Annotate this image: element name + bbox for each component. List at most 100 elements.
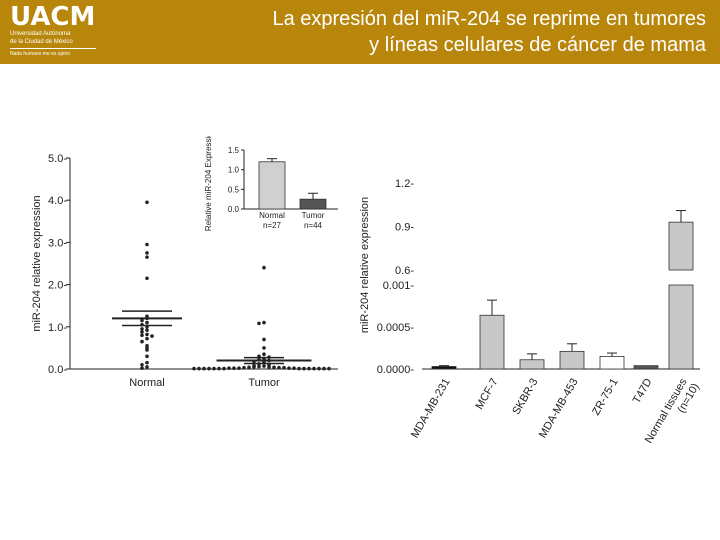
inset-y-tick-label: 1.0 [228, 166, 240, 175]
data-point [140, 333, 144, 338]
slide-title-line-1: La expresión del miR-204 se reprime en t… [272, 8, 706, 30]
data-point [202, 366, 206, 371]
data-point [307, 366, 311, 371]
inset-y-tick-label: 1.5 [228, 146, 240, 155]
data-point [227, 366, 231, 370]
y-tick-label-upper: 1.2- [395, 178, 414, 190]
data-point [140, 330, 144, 334]
y-tick-label: 1.0- [48, 322, 67, 334]
slide-title: La expresión del miR-204 se reprime en t… [146, 6, 706, 58]
y-tick-label-lower: 0.001- [383, 280, 415, 292]
data-point [257, 321, 261, 326]
inset-bar-chart: 0.0 0.5 1.0 1.5 Relative miR-204 Expression N… [204, 136, 338, 231]
inset-category-count: n=27 [263, 221, 282, 230]
x-category-label: T47D [631, 376, 655, 405]
x-category-label: Tumor [248, 377, 280, 389]
inset-bar [258, 161, 286, 210]
inset-category-label: Tumor [302, 211, 325, 220]
y-tick-label-upper: 0.6- [395, 265, 414, 277]
data-point [262, 352, 266, 357]
data-point [140, 327, 144, 331]
logo-name: UACM [10, 2, 96, 32]
bar-chart-cell-lines: 0.0000- 0.0005- 0.001- 0.6- 0.9- 1.2- miR-204 … [359, 178, 702, 446]
data-point [282, 365, 286, 370]
y-tick-label: 0.0- [48, 364, 67, 376]
data-point [242, 365, 246, 370]
x-category-label: Normal [129, 377, 164, 389]
inset-y-tick-label: 0.5 [228, 185, 240, 194]
header-bar: UACM Universidad Autónoma de la Ciudad d… [0, 0, 720, 64]
data-point [262, 346, 266, 350]
x-category-label-line-1: SKBR-3 [510, 377, 540, 417]
inset-category-count: n=44 [304, 221, 323, 230]
inset-bar [299, 198, 327, 210]
y-axis-label: miR-204 relative expression [359, 197, 371, 333]
logo-motto: Nada humano me es ajeno [10, 51, 71, 57]
data-point [207, 366, 211, 371]
x-category-label: MDA-MB-231 [409, 377, 453, 441]
logo-divider [10, 48, 96, 49]
data-point [232, 366, 236, 370]
data-point [277, 365, 281, 370]
data-point [150, 334, 154, 338]
x-category-label-line-1: T47D [631, 376, 655, 405]
y-tick-label: 2.0- [48, 280, 67, 292]
data-point [140, 318, 144, 323]
data-point [145, 336, 149, 341]
x-category-label-line-1: MCF-7 [473, 377, 500, 412]
bar [479, 314, 505, 370]
data-point [257, 364, 261, 369]
data-point [145, 251, 149, 255]
uacm-logo: UACM Universidad Autónoma de la Ciudad d… [10, 4, 120, 60]
logo-subtitle-1: Universidad Autónoma [10, 31, 71, 37]
slide-title-line-2: y líneas celulares de cáncer de mama [369, 34, 706, 56]
data-point [145, 328, 149, 332]
data-point [237, 366, 241, 370]
data-point [262, 265, 266, 270]
y-tick-label: 5.0- [48, 153, 67, 165]
data-point [192, 366, 196, 371]
data-point [145, 200, 149, 205]
y-tick-label: 4.0- [48, 195, 67, 207]
data-point [247, 365, 251, 370]
inset-category-label: Normal [259, 211, 285, 220]
data-point [292, 366, 296, 370]
data-point [140, 339, 144, 344]
inset-y-tick-label: 0.0 [228, 205, 240, 214]
x-category-label: MCF-7 [473, 377, 500, 412]
inset-y-axis-label: Relative miR-204 Expression [204, 136, 213, 231]
x-category-label-line-1: MDA-MB-453 [537, 377, 581, 441]
bar [519, 359, 545, 370]
data-point [145, 276, 149, 281]
data-point [145, 365, 149, 369]
y-axis-label: miR-204 relative expression [31, 195, 43, 331]
data-point [145, 360, 149, 365]
bar [431, 366, 457, 370]
y-tick-label-lower: 0.0005- [377, 322, 415, 334]
data-point [262, 320, 266, 325]
data-point [145, 354, 149, 359]
data-point [252, 365, 256, 369]
data-point [262, 337, 266, 342]
data-point [145, 255, 149, 259]
y-tick-label-lower: 0.0000- [377, 364, 415, 376]
data-point [267, 365, 271, 369]
x-category-label-line-1: MDA-MB-231 [409, 377, 453, 441]
y-tick-label-upper: 0.9- [395, 222, 414, 234]
data-point [272, 365, 276, 370]
logo-subtitle-2: de la Ciudad de México [10, 39, 73, 45]
data-point [317, 366, 321, 371]
data-point [217, 366, 221, 371]
bar-lower-segment [668, 284, 694, 370]
bar [633, 365, 659, 370]
data-point [145, 348, 149, 352]
scatter-chart-tissue: 0.0- 1.0- 2.0- 3.0- 4.0- 5.0- miR-204 relative… [31, 153, 338, 389]
bar [599, 355, 625, 370]
y-tick-label: 3.0- [48, 237, 67, 249]
x-category-label: MDA-MB-453 [537, 377, 581, 441]
data-point [145, 242, 149, 247]
data-point [145, 320, 149, 325]
data-point [197, 366, 201, 371]
data-point [327, 366, 331, 371]
x-category-label: ZR-75-1 [590, 377, 621, 418]
